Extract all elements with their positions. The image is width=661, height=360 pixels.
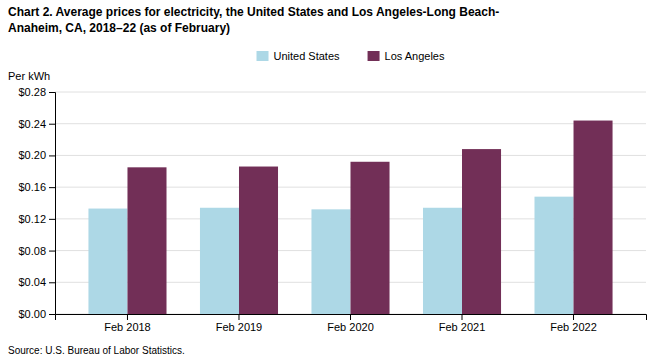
chart: Chart 2. Average prices for electricity,… (0, 0, 661, 360)
grid (55, 92, 646, 314)
y-axis-label: Per kWh (8, 70, 50, 82)
grid-line (55, 123, 646, 124)
y-tick-mark (49, 155, 55, 156)
y-tick-label: $0.20 (18, 149, 46, 161)
bar (423, 208, 462, 314)
legend-label: Los Angeles (385, 50, 445, 62)
bar (88, 209, 127, 314)
bars (88, 121, 612, 314)
grid-line (55, 155, 646, 156)
y-tick-label: $0.24 (18, 118, 46, 130)
legend: United States Los Angeles (257, 50, 445, 62)
x-tick-mark (462, 314, 463, 320)
y-tick-label: $0.08 (18, 245, 46, 257)
x-tick-mark (127, 314, 128, 320)
x-tick-label: Feb 2022 (550, 321, 596, 333)
x-tick-mark (350, 314, 351, 320)
legend-item: Los Angeles (368, 50, 445, 62)
y-tick: $0.00 (18, 308, 55, 320)
y-axis: $0.00 $0.04 $0.08 $0.12 $0.16 $0.20 $0.24 $0.28 (18, 86, 55, 320)
source: Source: U.S. Bureau of Labor Statistics. (8, 345, 185, 356)
x-tick: Feb 2021 (439, 314, 485, 333)
bar (200, 208, 239, 314)
x-tick-mark (573, 314, 574, 320)
grid-line (55, 92, 646, 93)
legend-swatch (368, 51, 380, 61)
y-tick-mark (49, 124, 55, 125)
title: Chart 2. Average prices for electricity,… (8, 5, 499, 35)
y-tick-mark (49, 92, 55, 93)
bar (127, 167, 166, 314)
y-tick: $0.24 (18, 118, 55, 130)
title-line: Chart 2. Average prices for electricity,… (8, 5, 499, 19)
x-tick-label: Feb 2018 (104, 321, 150, 333)
x-tick: Feb 2018 (104, 314, 150, 333)
x-tick: Feb 2020 (327, 314, 373, 333)
y-tick-label: $0.04 (18, 276, 46, 288)
bar (574, 121, 613, 314)
y-tick: $0.28 (18, 86, 55, 98)
y-tick-label: $0.00 (18, 308, 46, 320)
bar (462, 149, 501, 314)
x-tick-label: Feb 2020 (327, 321, 373, 333)
legend-swatch (257, 51, 269, 61)
y-tick: $0.16 (18, 181, 55, 193)
y-tick-mark (49, 314, 55, 315)
y-tick-label: $0.12 (18, 213, 46, 225)
x-tick-label: Feb 2019 (216, 321, 262, 333)
y-tick: $0.12 (18, 213, 55, 225)
y-axis-line (49, 93, 56, 315)
y-tick-label: $0.28 (18, 86, 46, 98)
x-tick-label: Feb 2021 (439, 321, 485, 333)
x-axis: Feb 2018 Feb 2019 Feb 2020 Feb 2021 Feb 2022 (56, 314, 647, 333)
bar (239, 167, 278, 314)
y-tick: $0.04 (18, 276, 55, 288)
legend-label: United States (274, 50, 341, 62)
y-tick-label: $0.16 (18, 181, 46, 193)
bar-series (127, 121, 612, 314)
x-axis-line (56, 315, 647, 321)
x-tick: Feb 2022 (550, 314, 596, 333)
y-tick-mark (49, 251, 55, 252)
bar (534, 197, 573, 314)
title-line: Anaheim, CA, 2018–22 (as of February) (8, 21, 230, 35)
y-tick: $0.20 (18, 149, 55, 161)
legend-item: United States (257, 50, 341, 62)
x-tick: Feb 2019 (216, 314, 262, 333)
bar (351, 162, 390, 314)
y-tick-mark (49, 219, 55, 220)
y-tick-mark (49, 282, 55, 283)
bar (311, 209, 350, 314)
x-tick-mark (238, 314, 239, 320)
y-tick-mark (49, 187, 55, 188)
plot: $0.00 $0.04 $0.08 $0.12 $0.16 $0.20 $0.24 $0.28… (18, 86, 646, 333)
y-tick: $0.08 (18, 245, 55, 257)
